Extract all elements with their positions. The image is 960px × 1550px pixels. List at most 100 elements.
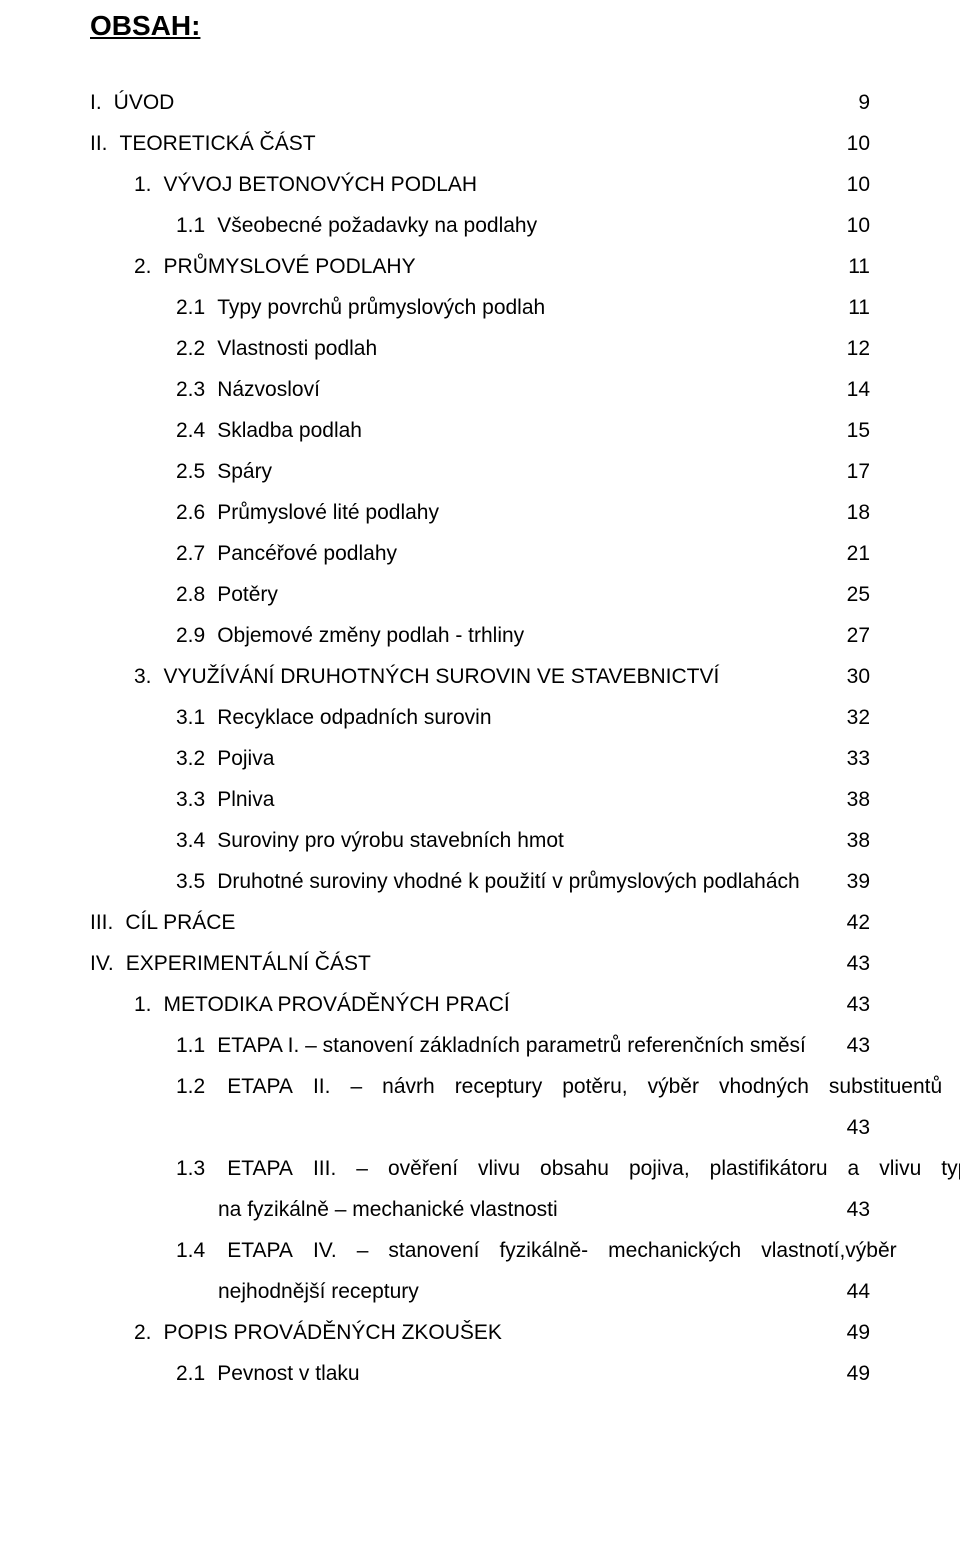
toc-number: 2. <box>134 256 164 277</box>
toc-row: 3.1Recyklace odpadních surovin32 <box>90 707 870 728</box>
toc-row: 3.5Druhotné suroviny vhodné k použití v … <box>90 871 870 892</box>
toc-number: 2.4 <box>176 420 217 441</box>
toc-row: 2.9Objemové změny podlah - trhliny27 <box>90 625 870 646</box>
toc-label: Průmyslové lité podlahy <box>217 502 439 523</box>
toc-label: Názvosloví <box>217 379 320 400</box>
toc-row: II.TEORETICKÁ ČÁST10 <box>90 133 870 154</box>
toc-page: 49 <box>847 1363 870 1384</box>
toc-label: VYUŽÍVÁNÍ DRUHOTNÝCH SUROVIN VE STAVEBNI… <box>164 666 720 687</box>
toc-label: Vlastnosti podlah <box>217 338 377 359</box>
toc-label: Suroviny pro výrobu stavebních hmot <box>217 830 564 851</box>
toc-number: 1.1 <box>176 215 217 236</box>
toc-page: 33 <box>847 748 870 769</box>
toc-number: 2.1 <box>176 297 217 318</box>
toc-label: – <box>356 1158 368 1179</box>
toc-row: 2.PRŮMYSLOVÉ PODLAHY11 <box>90 256 870 277</box>
toc-row-continuation: 43 <box>90 1117 870 1138</box>
toc-page: 15 <box>847 420 870 441</box>
toc-row: 3.VYUŽÍVÁNÍ DRUHOTNÝCH SUROVIN VE STAVEB… <box>90 666 870 687</box>
toc-number: 2.7 <box>176 543 217 564</box>
toc-page: 43 <box>847 994 870 1015</box>
toc-number: 3.4 <box>176 830 217 851</box>
toc-label: ETAPA <box>227 1158 293 1179</box>
toc-page: 42 <box>847 912 870 933</box>
toc-page: 12 <box>847 338 870 359</box>
toc-page: 43 <box>847 1035 870 1056</box>
toc-label: fyzikálně- <box>499 1240 588 1261</box>
toc-row: 1.2ETAPAII.–návrhrecepturypotěru,výběrvh… <box>90 1076 870 1097</box>
toc-number: 2.5 <box>176 461 217 482</box>
toc-label: ověření <box>388 1158 458 1179</box>
toc-label: II. <box>313 1076 331 1097</box>
toc-label: vlivu <box>879 1158 921 1179</box>
toc-page: 21 <box>847 543 870 564</box>
toc-label: návrh <box>382 1076 435 1097</box>
toc-label: Druhotné suroviny vhodné k použití v prů… <box>217 871 799 892</box>
toc-page: 14 <box>847 379 870 400</box>
toc-row: 2.4Skladba podlah 15 <box>90 420 870 441</box>
toc-number: 3.3 <box>176 789 217 810</box>
toc-row: 1.VÝVOJ BETONOVÝCH PODLAH10 <box>90 174 870 195</box>
toc-page: 49 <box>847 1322 870 1343</box>
toc-label: Skladba podlah <box>217 420 362 441</box>
toc-number: 2.8 <box>176 584 217 605</box>
toc-label: Pojiva <box>217 748 274 769</box>
toc-number: 2.6 <box>176 502 217 523</box>
toc-number: IV. <box>90 953 126 974</box>
toc-number: 1.4 <box>176 1240 217 1261</box>
toc-label: POPIS PROVÁDĚNÝCH ZKOUŠEK <box>164 1322 502 1343</box>
toc-label: Recyklace odpadních surovin <box>217 707 491 728</box>
toc-label: obsahu <box>540 1158 609 1179</box>
toc-number: 2.2 <box>176 338 217 359</box>
toc-label: mechanických <box>608 1240 741 1261</box>
toc-page: 18 <box>847 502 870 523</box>
toc-label: Potěry <box>217 584 278 605</box>
toc-label: III. <box>313 1158 336 1179</box>
toc-label: pojiva, <box>629 1158 690 1179</box>
toc-row: III.CÍL PRÁCE42 <box>90 912 870 933</box>
toc-label: VÝVOJ BETONOVÝCH PODLAH <box>164 174 478 195</box>
toc-label: vlastnotí,výběr <box>761 1240 896 1261</box>
toc-label: plastifikátoru <box>710 1158 828 1179</box>
toc-label: ETAPA <box>227 1240 293 1261</box>
toc-number: 3.1 <box>176 707 217 728</box>
toc-row: 2.3Názvosloví 14 <box>90 379 870 400</box>
toc-page: 43 <box>847 953 870 974</box>
toc-label: substituentů <box>829 1076 942 1097</box>
toc-row: 2.POPIS PROVÁDĚNÝCH ZKOUŠEK 49 <box>90 1322 870 1343</box>
toc-row: 2.1Typy povrchů průmyslových podlah11 <box>90 297 870 318</box>
heading-obsah: OBSAH: <box>90 10 870 42</box>
toc-page: 11 <box>848 256 870 277</box>
toc-label: ETAPA <box>227 1076 293 1097</box>
toc-page: 25 <box>847 584 870 605</box>
toc-label: Pancéřové podlahy <box>217 543 397 564</box>
toc-label: Všeobecné požadavky na podlahy <box>217 215 537 236</box>
toc-row: 1.METODIKA PROVÁDĚNÝCH PRACÍ43 <box>90 994 870 1015</box>
toc-label: typu <box>941 1158 960 1179</box>
toc-label: – <box>350 1076 362 1097</box>
toc-number: 3.5 <box>176 871 217 892</box>
toc-row: 2.2Vlastnosti podlah 12 <box>90 338 870 359</box>
toc-page: 30 <box>847 666 870 687</box>
toc-row: I.ÚVOD9 <box>90 92 870 113</box>
toc-number: 1.2 <box>176 1076 217 1097</box>
toc-label: a <box>848 1158 860 1179</box>
toc-row: 2.6Průmyslové lité podlahy 18 <box>90 502 870 523</box>
toc-label: vhodných <box>719 1076 809 1097</box>
toc-label: Spáry <box>217 461 272 482</box>
toc-number: 2.3 <box>176 379 217 400</box>
toc-row: 1.3ETAPAIII.–ověřenívlivuobsahupojiva,pl… <box>90 1158 870 1179</box>
toc-number: 2. <box>134 1322 164 1343</box>
toc-label: EXPERIMENTÁLNÍ ČÁST <box>126 953 371 974</box>
toc-page: 43 <box>847 1199 870 1220</box>
toc-row: 2.1Pevnost v tlaku49 <box>90 1363 870 1384</box>
toc-number: I. <box>90 92 114 113</box>
toc-label: stanovení <box>388 1240 479 1261</box>
toc-row: 3.2Pojiva33 <box>90 748 870 769</box>
toc-number: 1. <box>134 994 164 1015</box>
toc-page: 44 <box>847 1281 870 1302</box>
toc-row: 2.5Spáry17 <box>90 461 870 482</box>
toc-page: 38 <box>847 789 870 810</box>
toc-row: 3.3Plniva38 <box>90 789 870 810</box>
toc-row: 2.8Potěry 25 <box>90 584 870 605</box>
